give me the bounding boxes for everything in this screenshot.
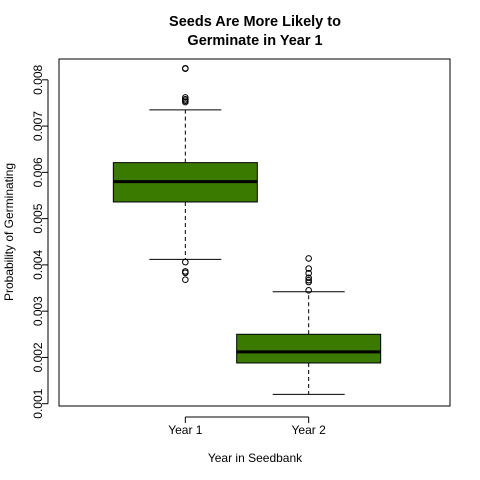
outlier-point (305, 269, 312, 277)
x-axis: Year 1 Year 2 (168, 416, 327, 437)
plot-area-frame (58, 58, 451, 407)
y-tick-label: 0.005 (31, 203, 45, 233)
chart-title-line-2: Germinate in Year 1 (187, 33, 322, 49)
x-tick-label: Year 1 (168, 423, 203, 437)
outlier-point (305, 274, 312, 282)
y-tick-label: 0.006 (31, 157, 45, 187)
y-tick-label: 0.001 (31, 388, 45, 418)
outlier-point (182, 98, 189, 106)
y-axis-label: Probability of Germinating (2, 163, 16, 301)
outlier-point (305, 265, 312, 272)
boxes-group (112, 64, 382, 395)
outlier-point (182, 258, 189, 266)
outlier-point (182, 276, 189, 283)
outlier-point (182, 64, 189, 72)
outlier-point (182, 94, 189, 101)
outlier-point (305, 276, 312, 284)
outlier-point (305, 255, 312, 262)
y-tick-label: 0.007 (31, 111, 45, 141)
y-tick-label: 0.004 (31, 250, 45, 280)
iqr-box (236, 333, 382, 364)
y-axis: 0.001 0.002 0.003 0.004 0.005 0.006 0.007 0.008 (31, 64, 49, 419)
outlier-point (305, 278, 312, 286)
box-2 (236, 255, 382, 395)
y-tick-label: 0.002 (31, 342, 45, 372)
y-tick-label: 0.008 (31, 64, 45, 94)
outlier-point (305, 287, 312, 294)
outlier-point (182, 269, 189, 277)
x-tick-label: Year 2 (292, 423, 327, 437)
box-1 (112, 64, 258, 283)
x-axis-label: Year in Seedbank (208, 451, 303, 465)
chart-title-line-1: Seeds Are More Likely to (169, 14, 341, 30)
y-tick-label: 0.003 (31, 296, 45, 326)
